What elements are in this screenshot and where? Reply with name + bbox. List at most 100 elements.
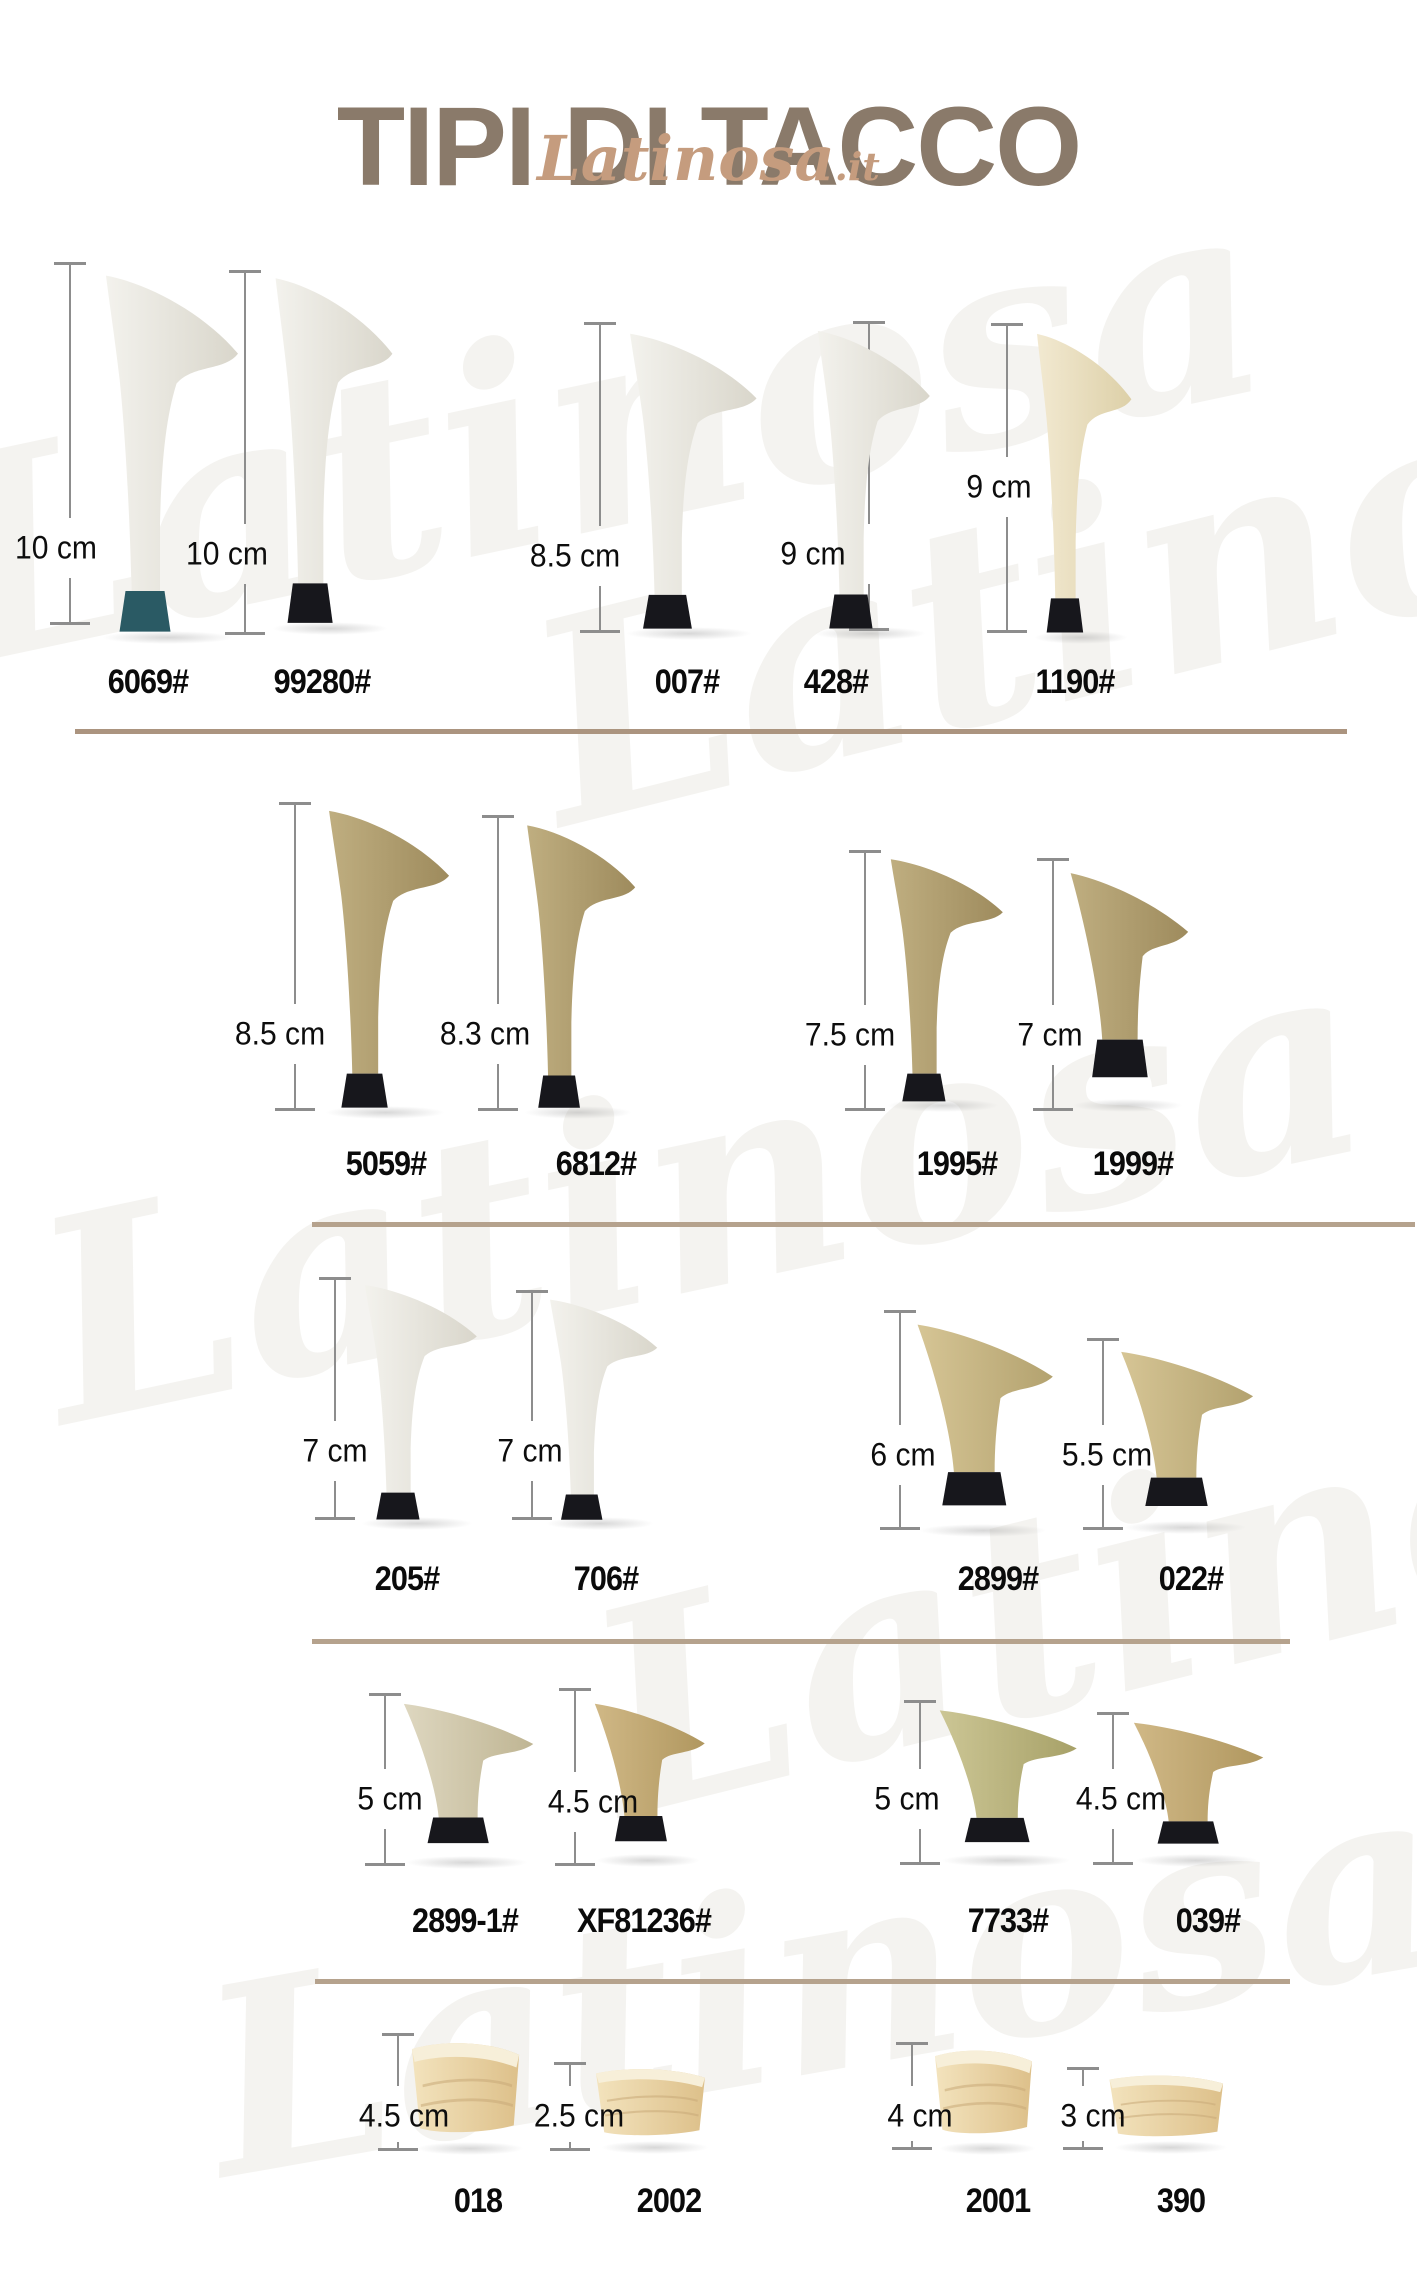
divider — [315, 1979, 1290, 1984]
model-label: 99280# — [273, 663, 372, 701]
height-label: 10 cm — [186, 535, 268, 572]
brand-tld: .it — [834, 144, 880, 189]
height-label: 4.5 cm — [547, 1783, 639, 1820]
heel-shadow — [939, 2142, 1036, 2155]
measure-cap-bottom — [225, 632, 265, 635]
model-label: 022# — [1158, 1560, 1224, 1598]
measure-line — [899, 1485, 901, 1527]
heel-shadow — [814, 627, 926, 640]
heel-image — [527, 825, 636, 1108]
measure-line — [1112, 1712, 1114, 1769]
heel-image — [1133, 1722, 1264, 1844]
divider — [312, 1222, 1415, 1227]
heel-shadow — [1135, 1854, 1258, 1867]
measure-cap-bottom — [275, 1108, 315, 1111]
wedge-image — [1109, 2075, 1224, 2137]
measure-cap-bottom — [1093, 1862, 1133, 1865]
heel-tip — [942, 1472, 1007, 1506]
measure-line — [1082, 2141, 1084, 2147]
measure-line — [911, 2141, 913, 2147]
model-label: 2002 — [636, 2182, 702, 2220]
heel-image — [594, 1703, 705, 1842]
measure-line — [1052, 1065, 1054, 1108]
heel-shadow — [600, 2141, 710, 2154]
model-label: 039# — [1175, 1902, 1241, 1940]
model-label: 1999# — [1092, 1145, 1174, 1183]
measure-line — [919, 1829, 921, 1862]
measure-line — [899, 1310, 901, 1425]
model-label: 2899# — [957, 1560, 1039, 1598]
model-label: 5059# — [345, 1145, 427, 1183]
heel-shadow — [625, 627, 753, 640]
model-label: 428# — [803, 663, 869, 701]
measure-line — [1112, 1829, 1114, 1862]
heel-image — [817, 330, 930, 629]
measure-line — [244, 270, 246, 524]
heel-image — [329, 810, 450, 1108]
measure-line — [531, 1290, 533, 1421]
wedge-image — [935, 2050, 1032, 2134]
measure-line — [397, 2033, 399, 2086]
measure-line — [1102, 1485, 1104, 1527]
height-label: 3 cm — [1060, 2097, 1126, 2134]
measure-line — [911, 2042, 913, 2086]
height-label: 9 cm — [966, 468, 1032, 505]
height-label: 7 cm — [302, 1432, 368, 1469]
heel-tip — [427, 1817, 489, 1844]
heel-tip — [829, 594, 873, 629]
heel-shadow — [546, 1517, 654, 1530]
measure-line — [334, 1277, 336, 1421]
model-label: 205# — [374, 1560, 440, 1598]
heel-shadow — [416, 2142, 524, 2155]
heel-tip — [341, 1073, 388, 1108]
model-label: 706# — [573, 1560, 639, 1598]
measure-cap-bottom — [880, 1527, 920, 1530]
heel-image — [939, 1710, 1077, 1843]
wedge-image — [411, 2043, 520, 2133]
measure-line — [294, 802, 296, 1004]
heel-shadow — [1071, 1099, 1184, 1112]
heel-shadow — [405, 1856, 528, 1869]
height-label: 4.5 cm — [1075, 1780, 1167, 1817]
page-title: TIPI DI TACCO — [336, 84, 1082, 210]
heel-shadow — [271, 622, 389, 635]
model-label: 007# — [654, 663, 720, 701]
measure-line — [599, 586, 601, 630]
measure-line — [864, 850, 866, 1005]
height-label: 5.5 cm — [1061, 1436, 1153, 1473]
heel-shadow — [1122, 1521, 1248, 1534]
heel-tip — [902, 1073, 946, 1102]
measure-line — [69, 578, 71, 622]
measure-cap-bottom — [478, 1108, 518, 1111]
measure-cap-bottom — [987, 630, 1027, 633]
height-label: 8.5 cm — [234, 1015, 326, 1052]
heel-tip — [1092, 1039, 1148, 1078]
heel-shadow — [101, 631, 234, 644]
heel-image — [1037, 333, 1132, 633]
measure-line — [497, 815, 499, 1004]
heel-image — [890, 859, 1003, 1102]
measure-cap-bottom — [849, 628, 889, 631]
measure-line — [919, 1700, 921, 1769]
heel-image — [403, 1703, 534, 1844]
measure-cap-bottom — [892, 2147, 932, 2150]
height-label: 7.5 cm — [804, 1016, 896, 1053]
model-label: 018 — [453, 2182, 503, 2220]
height-label: 2.5 cm — [533, 2097, 625, 2134]
heel-shadow — [1114, 2141, 1228, 2154]
model-label: 390 — [1156, 2182, 1206, 2220]
measure-cap-bottom — [845, 1108, 885, 1111]
measure-line — [384, 1693, 386, 1769]
measure-cap-bottom — [50, 622, 90, 625]
model-label: 2001 — [965, 2182, 1031, 2220]
measure-line — [69, 262, 71, 518]
height-label: 10 cm — [15, 529, 97, 566]
brand-name: Latinosa — [537, 122, 835, 195]
height-label: 9 cm — [780, 535, 846, 572]
heel-tip — [287, 583, 333, 623]
heel-tip — [1145, 1477, 1208, 1507]
measure-cap-bottom — [580, 630, 620, 633]
heel-tip — [1046, 598, 1084, 633]
heel-image — [917, 1324, 1053, 1506]
